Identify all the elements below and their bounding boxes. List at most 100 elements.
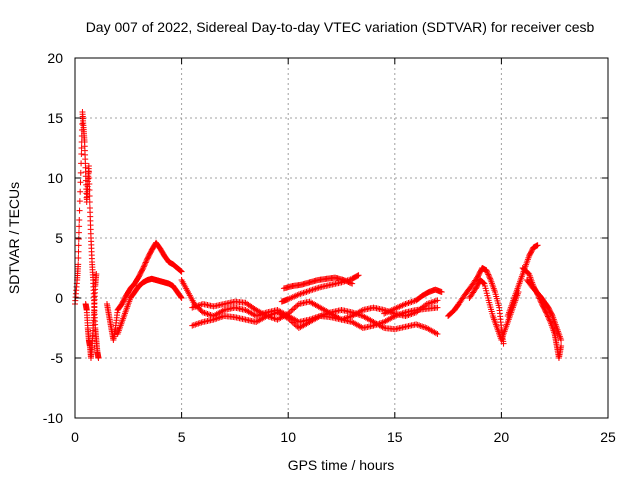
series-upper-arc-2 [280, 274, 356, 292]
data-point [314, 285, 321, 292]
data-point [76, 207, 83, 214]
data-point [303, 288, 310, 295]
data-point [413, 321, 420, 328]
data-point [438, 289, 445, 295]
series-lower-branch-2-4 [114, 275, 185, 337]
x-axis-label: GPS time / hours [288, 457, 395, 473]
data-point [86, 175, 93, 181]
data-point [77, 169, 84, 176]
data-point [301, 289, 308, 296]
data-point [414, 321, 421, 328]
data-point [210, 316, 217, 323]
y-tick-label: 0 [55, 290, 63, 306]
data-point [139, 266, 146, 273]
data-point [349, 280, 356, 287]
data-point [292, 303, 299, 310]
data-point [141, 262, 148, 269]
x-tick-label: 20 [494, 429, 510, 445]
data-point [306, 287, 313, 294]
series-early-spike [72, 109, 102, 361]
data-point [206, 311, 213, 318]
data-series [72, 109, 565, 361]
data-point [417, 322, 424, 329]
data-point [315, 284, 322, 291]
data-point [76, 217, 83, 223]
data-point [408, 298, 415, 305]
data-point [189, 322, 196, 329]
data-point [347, 280, 354, 287]
series-rise-18-19 [445, 265, 507, 347]
data-point [204, 310, 211, 317]
data-point [75, 261, 82, 268]
y-tick-label: 10 [47, 170, 63, 186]
data-point [177, 268, 184, 275]
data-point [500, 340, 507, 347]
data-point [288, 307, 295, 314]
data-point [140, 265, 147, 271]
x-tick-label: 0 [71, 429, 79, 445]
data-point [86, 169, 93, 175]
data-point [75, 242, 82, 249]
series-drop-21-23b [523, 277, 565, 343]
data-point [218, 314, 225, 321]
data-point [143, 256, 150, 263]
data-point [309, 286, 316, 293]
y-tick-label: -5 [51, 350, 64, 366]
data-point [304, 288, 311, 295]
x-tick-label: 5 [178, 429, 186, 445]
data-point [142, 260, 149, 267]
data-point [355, 272, 362, 279]
x-tick-label: 10 [280, 429, 296, 445]
y-tick-label: 15 [47, 110, 63, 126]
y-tick-label: -10 [43, 410, 63, 426]
data-point [140, 263, 147, 270]
data-point [93, 271, 100, 277]
series-peak-20-21 [504, 242, 541, 319]
data-point [78, 151, 85, 157]
data-point [548, 311, 555, 318]
data-point [291, 305, 298, 312]
data-point [544, 313, 551, 320]
data-point [190, 322, 197, 329]
data-point [558, 343, 565, 349]
y-tick-label: 20 [47, 50, 63, 66]
data-point [79, 121, 86, 127]
data-point [546, 317, 553, 324]
data-point [86, 181, 93, 187]
data-point [196, 320, 203, 327]
data-point [308, 287, 315, 294]
data-point [86, 193, 93, 199]
data-point [487, 275, 494, 282]
data-point [312, 285, 319, 292]
data-point [416, 322, 423, 329]
data-point [419, 323, 426, 330]
data-point [85, 163, 92, 169]
data-point [432, 297, 439, 304]
series-rise-to-4 [103, 239, 185, 343]
data-point [143, 258, 150, 265]
series-mid-15-17 [381, 286, 445, 317]
data-point [198, 319, 205, 326]
grid [75, 58, 608, 418]
data-point [486, 274, 493, 281]
data-point [78, 145, 85, 151]
data-point [193, 321, 200, 328]
data-point [484, 270, 491, 277]
data-point [434, 304, 441, 311]
data-point [434, 331, 441, 337]
data-point [428, 299, 435, 306]
x-tick-label: 15 [387, 429, 403, 445]
data-point [311, 286, 318, 293]
data-point [77, 179, 84, 186]
data-point [177, 267, 184, 274]
y-tick-label: 5 [55, 230, 63, 246]
y-axis-label: SDTVAR / TECUs [6, 182, 22, 294]
data-point [77, 188, 84, 195]
data-point [354, 272, 361, 279]
data-point [558, 337, 565, 343]
data-point [431, 298, 438, 305]
data-point [480, 279, 487, 286]
data-point [480, 280, 487, 287]
data-point [76, 198, 83, 205]
